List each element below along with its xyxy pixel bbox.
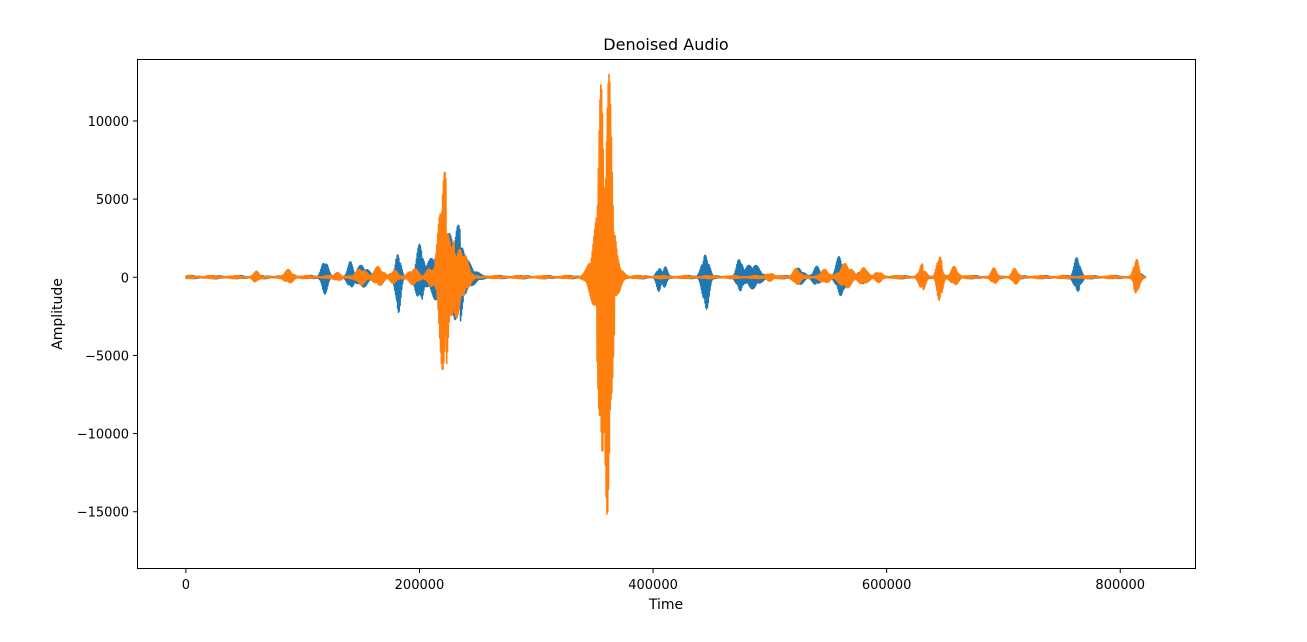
y-axis-label: Amplitude	[50, 278, 66, 350]
series-layer	[185, 73, 1147, 515]
x-tick-label: 400000	[628, 578, 678, 593]
x-tick-label: 0	[182, 578, 190, 593]
x-tick-label: 800000	[1095, 578, 1145, 593]
series-line-1	[185, 224, 1147, 322]
chart-title: Denoised Audio	[603, 35, 728, 54]
y-tick-label: 0	[121, 271, 129, 286]
plot-frame	[137, 59, 1196, 569]
y-tick-label: −15000	[77, 506, 129, 521]
y-tick-label: −5000	[85, 349, 129, 364]
x-axis-label: Time	[648, 597, 683, 613]
y-tick-label: 5000	[96, 193, 129, 208]
y-axis-ticks: −15000 −10000 −5000 0 5000 10000	[77, 115, 138, 521]
x-axis-ticks: 0 200000 400000 600000 800000	[182, 568, 1145, 593]
x-tick-label: 200000	[395, 578, 445, 593]
series-line-2	[185, 73, 1147, 515]
y-tick-label: −10000	[77, 428, 129, 443]
y-tick-label: 10000	[88, 115, 129, 130]
x-tick-label: 600000	[862, 578, 912, 593]
